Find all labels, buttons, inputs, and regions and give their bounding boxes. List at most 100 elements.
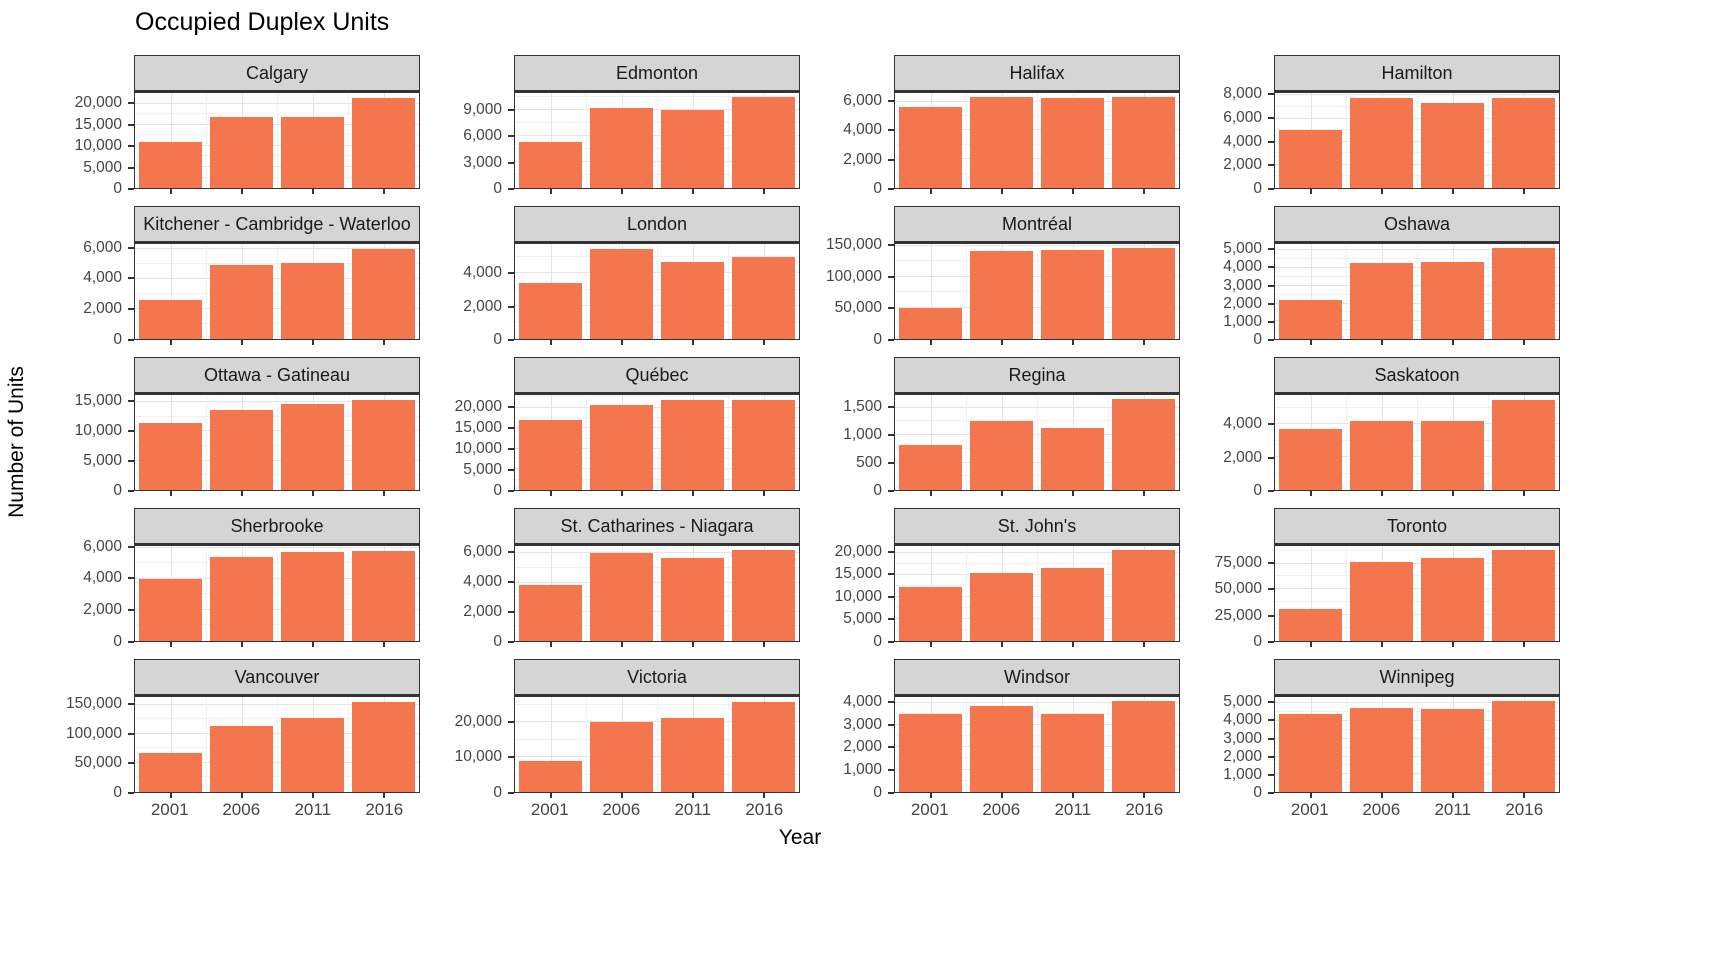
y-tick-label: 3,000 (463, 153, 502, 171)
x-tick-mark (1522, 490, 1525, 496)
facet-strip: Ottawa - Gatineau (134, 357, 420, 395)
x-tick-label: 2006 (1362, 800, 1401, 819)
x-tick-mark (1071, 490, 1074, 496)
y-tick-mark (888, 700, 894, 703)
x-tick-mark (762, 490, 765, 496)
bar-2011 (280, 717, 345, 792)
y-tick-mark (888, 792, 894, 794)
y-tick-mark (1268, 339, 1274, 341)
y-axis: 0 2,000 4,000 6,000 (420, 508, 514, 650)
facet-strip: Oshawa (1274, 206, 1560, 244)
facet-strip: Calgary (134, 55, 420, 93)
y-tick-mark (888, 723, 894, 726)
bar-2016 (731, 701, 796, 792)
y-tick-label: 5,000 (843, 610, 882, 628)
y-axis: 0 2,000 4,000 6,000 (40, 206, 134, 348)
facet-strip: Edmonton (514, 55, 800, 93)
x-tick-mark (382, 339, 385, 345)
y-tick-mark (1268, 755, 1274, 758)
y-tick-label: 0 (113, 180, 122, 197)
y-tick-label: 6,000 (463, 127, 502, 145)
y-tick-label: 4,000 (843, 692, 882, 710)
y-axis: 0 10,000 20,000 (420, 659, 514, 823)
facet-london: 0 2,000 4,000 London (420, 206, 800, 348)
facet-title: Vancouver (234, 666, 320, 687)
plot-panel (1274, 697, 1560, 798)
bar-2011 (1420, 709, 1485, 792)
x-tick-label: 2016 (1125, 800, 1164, 819)
x-tick-mark (169, 339, 172, 345)
y-tick-label: 0 (113, 633, 122, 650)
x-tick-mark (1071, 188, 1074, 194)
facet-regina: 0 500 1,000 1,500 Regina (800, 357, 1180, 499)
y-axis: 0 1,000 2,000 3,000 4,000 5,000 (1180, 206, 1274, 348)
facet-strip: St. Catharines - Niagara (514, 508, 800, 546)
y-tick-label: 4,000 (463, 264, 502, 282)
x-tick-mark (1309, 490, 1312, 496)
bar-2001 (898, 713, 963, 792)
facet-montr-al: 0 50,000 100,000 150,000 Montréal (800, 206, 1180, 348)
x-tick-label: 2001 (910, 800, 949, 819)
x-axis: 2001 2006 2011 2016 (514, 793, 800, 823)
x-tick-mark (691, 641, 694, 647)
y-tick-mark (128, 188, 134, 190)
y-tick-label: 15,000 (74, 392, 122, 410)
x-tick-label: 2011 (674, 800, 712, 819)
facet-strip: Regina (894, 357, 1180, 395)
x-tick-mark (691, 490, 694, 496)
facet-title: Windsor (1003, 666, 1070, 687)
y-tick-mark (128, 145, 134, 148)
x-tick-mark (549, 792, 552, 798)
y-tick-label: 4,000 (1223, 132, 1262, 150)
facet-title: Montréal (1001, 213, 1073, 234)
facet-title: Regina (1008, 364, 1066, 385)
bar-2006 (209, 116, 274, 188)
y-tick-mark (508, 161, 514, 164)
y-axis: 0 2,000 4,000 (1180, 357, 1274, 499)
bar-2006 (589, 404, 654, 490)
bar-2001 (1278, 299, 1343, 339)
plot-panel (894, 395, 1180, 496)
y-tick-mark (888, 746, 894, 749)
y-tick-mark (128, 430, 134, 433)
x-tick-mark (240, 188, 243, 194)
x-tick-mark (1142, 490, 1145, 496)
facet-title: Québec (625, 364, 689, 385)
y-tick-label: 4,000 (463, 573, 502, 591)
facet-title: Kitchener - Cambridge - Waterloo (143, 213, 411, 234)
y-tick-label: 4,000 (1223, 258, 1262, 276)
y-tick-label: 5,000 (1223, 693, 1262, 711)
y-tick-label: 20,000 (454, 398, 502, 416)
y-tick-mark (1268, 737, 1274, 740)
bar-2001 (138, 752, 203, 792)
chart-title: Occupied Duplex Units (135, 8, 390, 36)
y-tick-mark (508, 720, 514, 723)
y-axis: 0 50,000 100,000 150,000 (40, 659, 134, 823)
bar-2006 (969, 705, 1034, 792)
x-tick-mark (691, 188, 694, 194)
y-tick-label: 4,000 (1223, 415, 1262, 433)
facet-strip: Saskatoon (1274, 357, 1560, 395)
facet-sherbrooke: 0 2,000 4,000 6,000 Sherbrooke (40, 508, 420, 650)
y-tick-mark (1268, 719, 1274, 722)
bar-2016 (731, 550, 796, 641)
x-tick-label: 2006 (982, 800, 1021, 819)
y-tick-label: 9,000 (463, 100, 502, 118)
y-tick-label: 0 (1253, 784, 1262, 801)
bar-2006 (589, 722, 654, 792)
y-tick-mark (508, 792, 514, 794)
bar-2016 (1111, 701, 1176, 792)
bar-2001 (1278, 609, 1343, 641)
y-tick-mark (128, 792, 134, 794)
y-tick-mark (1268, 284, 1274, 287)
plot-panel (134, 546, 420, 647)
x-tick-mark (1071, 641, 1074, 647)
x-tick-label: 2006 (602, 800, 641, 819)
plot-panel (1274, 93, 1560, 194)
x-tick-mark (169, 188, 172, 194)
facet-strip: Toronto (1274, 508, 1560, 546)
y-tick-mark (128, 490, 134, 492)
x-tick-mark (1522, 641, 1525, 647)
x-tick-mark (1380, 188, 1383, 194)
y-tick-mark (128, 123, 134, 126)
